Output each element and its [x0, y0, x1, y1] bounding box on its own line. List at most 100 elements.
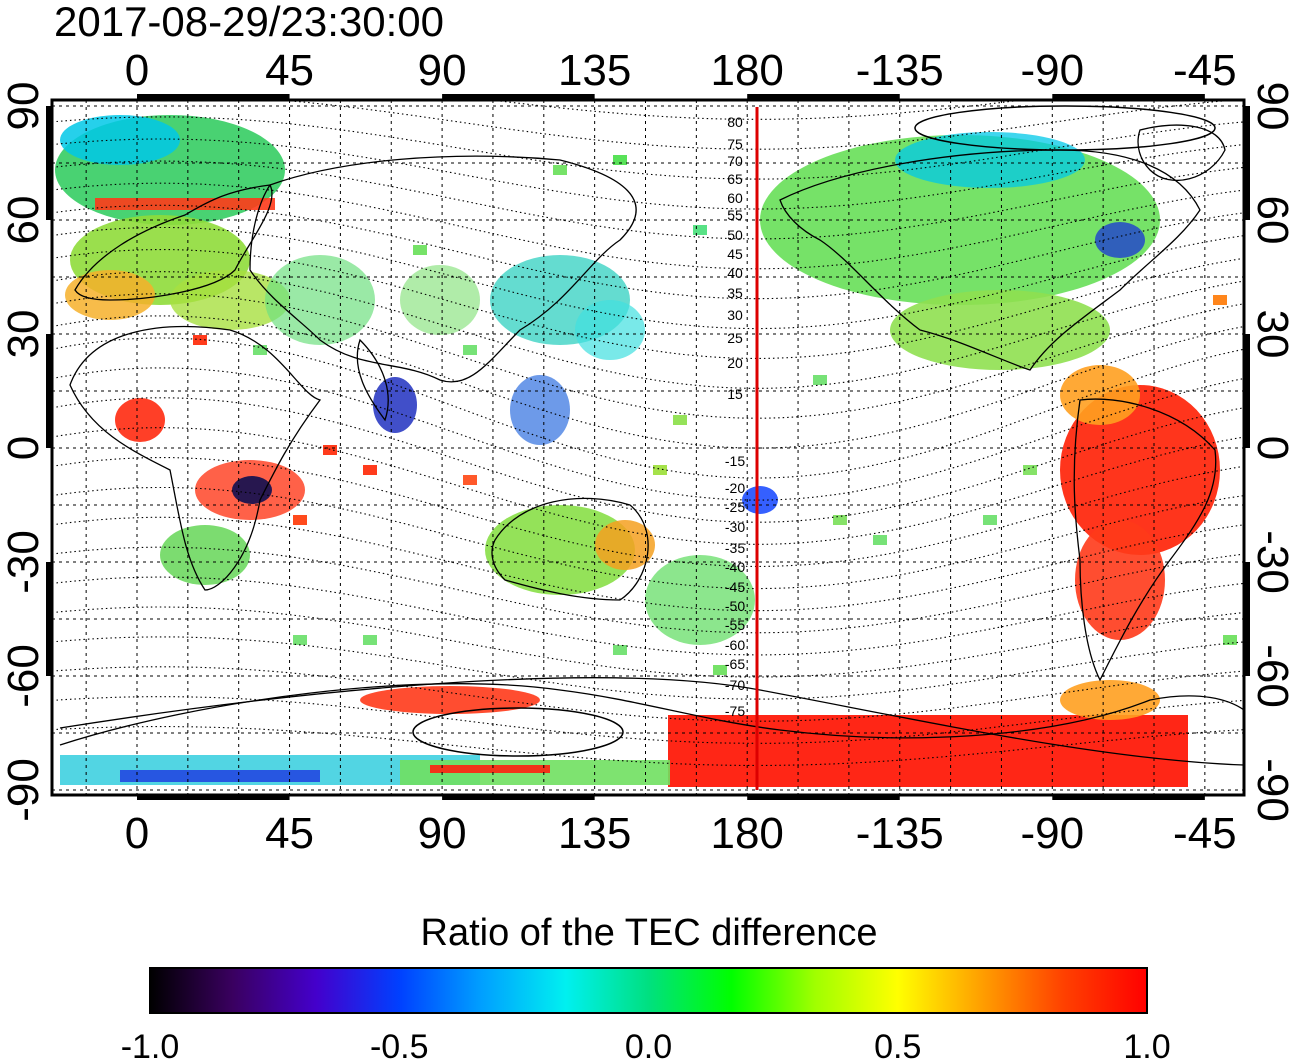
bottom-lon-tick-label: 0 — [125, 809, 149, 858]
frame-tick-bars — [46, 94, 1250, 800]
tec-sample-block — [833, 515, 847, 525]
top-lon-tick-label: -135 — [856, 46, 944, 95]
conjugate-lat-label-south: -75 — [725, 703, 745, 719]
tec-patch — [360, 686, 540, 714]
frame-bar-right — [1244, 562, 1250, 676]
tec-sample-block — [813, 375, 827, 385]
tec-patch — [400, 265, 480, 335]
conjugate-lat-label-north: 45 — [727, 246, 743, 262]
tec-sample-block — [873, 535, 887, 545]
coastline — [491, 497, 649, 601]
mag-lat-contour — [52, 576, 1244, 656]
right-lat-tick-label: 60 — [1248, 196, 1296, 245]
tec-patch — [510, 375, 570, 445]
tec-patch — [373, 377, 417, 433]
conjugate-lat-label-south: -20 — [725, 480, 745, 496]
bottom-longitude-ticks: 0 45 90 135 180 -135 -90 -45 — [125, 809, 1237, 858]
mag-lat-contour — [52, 397, 1244, 523]
frame-bar-right — [1244, 334, 1250, 448]
timestamp-title: 2017-08-29/23:30:00 — [54, 0, 444, 45]
frame-bar-right — [1244, 106, 1250, 220]
tec-patch — [265, 255, 375, 345]
right-lat-tick-label: 30 — [1248, 310, 1296, 359]
frame-bar-bottom — [1052, 795, 1205, 800]
top-longitude-ticks: 0 45 90 135 180 -135 -90 -45 — [125, 46, 1237, 95]
frame-bar-left — [46, 562, 52, 676]
conjugate-lat-label-north: 55 — [727, 207, 743, 223]
mag-lat-contour — [52, 516, 1244, 612]
tec-patch — [1095, 222, 1145, 258]
tec-patch — [595, 520, 655, 570]
conjugate-lat-label-north: 75 — [727, 136, 743, 152]
tec-sample-block — [983, 515, 997, 525]
mag-lat-contour — [52, 293, 1244, 419]
mag-lat-contour — [52, 546, 1244, 634]
left-lat-tick-label: 30 — [0, 310, 48, 359]
tec-patch-red-band — [95, 198, 275, 210]
tec-sample-block — [673, 415, 687, 425]
conjugate-lat-label-south: -30 — [725, 519, 745, 535]
coastline — [69, 325, 322, 591]
coastline — [249, 155, 637, 383]
right-lat-tick-label: 0 — [1248, 436, 1296, 460]
tec-sample-block — [323, 445, 337, 455]
coastline — [74, 184, 273, 301]
left-lat-tick-label: 60 — [0, 196, 48, 245]
bottom-lon-tick-label: 90 — [418, 809, 467, 858]
bottom-lon-tick-label: -45 — [1173, 809, 1237, 858]
left-lat-tick-label: 90 — [0, 82, 48, 131]
frame-bar-bottom — [747, 795, 900, 800]
mag-lat-contour — [52, 636, 1244, 700]
mag-lat-contour — [52, 204, 1244, 300]
coastline — [1137, 124, 1226, 182]
frame-bar-bottom — [442, 795, 595, 800]
mag-lat-contour — [52, 271, 1244, 389]
frame-bar-bottom — [137, 795, 290, 800]
top-lon-tick-label: -90 — [1021, 46, 1085, 95]
conjugate-lat-label-north: 20 — [727, 355, 743, 371]
bottom-lon-tick-label: 45 — [265, 809, 314, 858]
mag-lat-contour — [52, 606, 1244, 678]
conjugate-lat-label-north: 80 — [727, 114, 743, 130]
bottom-lon-tick-label: 180 — [710, 809, 783, 858]
frame-bar-top — [442, 94, 595, 100]
left-lat-tick-label: -60 — [0, 644, 48, 708]
mag-lat-contour — [52, 726, 1244, 766]
tec-sample-block — [253, 345, 267, 355]
left-lat-tick-label: -30 — [0, 530, 48, 594]
tec-patch — [170, 270, 290, 330]
left-latitude-ticks: 90 60 30 0 -30 -60 -90 — [0, 82, 48, 822]
tec-sample-block — [613, 155, 627, 165]
grid-lines — [52, 100, 1244, 795]
tec-patch — [890, 290, 1110, 370]
tec-patch — [160, 525, 250, 585]
tec-patch — [575, 300, 645, 360]
south-mag-contour — [59, 677, 1244, 766]
tec-sample-block — [363, 635, 377, 645]
conjugate-lat-label-north: 65 — [727, 171, 743, 187]
south-mag-pole-contour — [412, 707, 624, 757]
tec-patch — [1060, 365, 1140, 425]
conjugate-lat-label-south: -55 — [725, 617, 745, 633]
bottom-lon-tick-label: -135 — [856, 809, 944, 858]
right-lat-tick-label: 90 — [1248, 82, 1296, 131]
tec-patch — [120, 770, 320, 782]
colorbar-tick-label: 0.0 — [625, 1028, 672, 1064]
tec-patch — [65, 270, 155, 320]
coastline — [59, 683, 1244, 746]
tec-sample-block — [713, 665, 727, 675]
conjugate-lat-label-south: -40 — [725, 559, 745, 575]
tec-patch — [895, 132, 1085, 188]
left-lat-tick-label: 0 — [0, 436, 48, 460]
tec-sample-block — [693, 225, 707, 235]
map-area — [52, 100, 1244, 795]
tec-sample-block — [363, 465, 377, 475]
left-lat-tick-label: -90 — [0, 758, 48, 822]
tec-sample-block — [613, 645, 627, 655]
frame-bar-top — [137, 94, 290, 100]
mag-lat-contour — [52, 160, 1244, 240]
tec-sample-block — [653, 465, 667, 475]
tec-sample-block — [553, 165, 567, 175]
